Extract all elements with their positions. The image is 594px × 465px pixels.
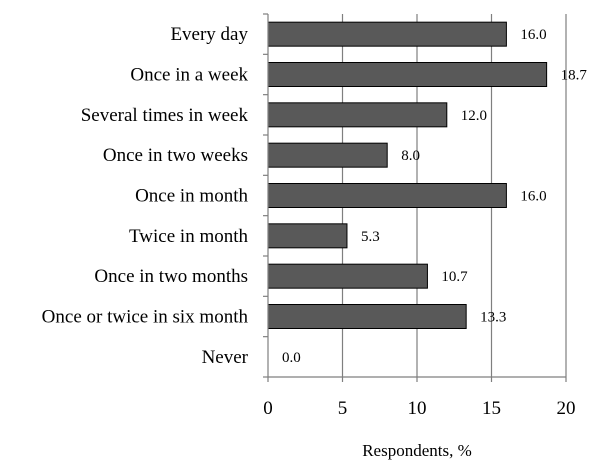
bar-2 — [267, 102, 448, 128]
data-label-1: 18.7 — [561, 68, 588, 84]
category-label-1: Once in a week — [130, 65, 248, 86]
axes — [263, 13, 567, 382]
bars — [267, 21, 548, 329]
data-label-2: 12.0 — [461, 108, 487, 124]
data-label-8: 0.0 — [282, 350, 301, 366]
bar-7 — [267, 304, 467, 329]
bar-1 — [267, 62, 548, 87]
x-tick-label-3: 15 — [482, 398, 501, 419]
data-label-7: 13.3 — [480, 310, 506, 326]
data-label-0: 16.0 — [520, 27, 546, 43]
category-label-4: Once in month — [135, 186, 248, 207]
category-labels: Every day Once in a week Several times in … — [42, 24, 249, 368]
bar-6 — [267, 263, 428, 289]
x-tick-label-0: 0 — [263, 398, 273, 419]
x-tick-label-2: 10 — [408, 398, 427, 419]
category-label-0: Every day — [170, 24, 248, 45]
category-label-3: Once in two weeks — [103, 145, 248, 166]
data-label-4: 16.0 — [520, 189, 546, 205]
data-labels: 16.0 18.7 12.0 8.0 16.0 5.3 10.7 13.3 0.0 — [282, 27, 587, 366]
x-tick-label-1: 5 — [338, 398, 348, 419]
bar-5 — [267, 223, 348, 249]
bar-3 — [267, 142, 388, 168]
category-label-2: Several times in week — [81, 105, 249, 126]
data-label-3: 8.0 — [401, 148, 420, 164]
category-label-7: Once or twice in six month — [42, 307, 249, 328]
category-label-5: Twice in month — [129, 226, 248, 247]
category-label-8: Never — [202, 347, 249, 368]
x-tick-labels: 0 5 10 15 20 — [263, 398, 575, 419]
bar-0 — [267, 21, 507, 47]
data-label-5: 5.3 — [361, 229, 380, 245]
x-tick-label-4: 20 — [557, 398, 576, 419]
bar-4 — [267, 183, 507, 208]
category-label-6: Once in two months — [94, 266, 248, 287]
x-axis-title: Respondents, % — [362, 441, 472, 460]
data-label-6: 10.7 — [441, 269, 468, 285]
